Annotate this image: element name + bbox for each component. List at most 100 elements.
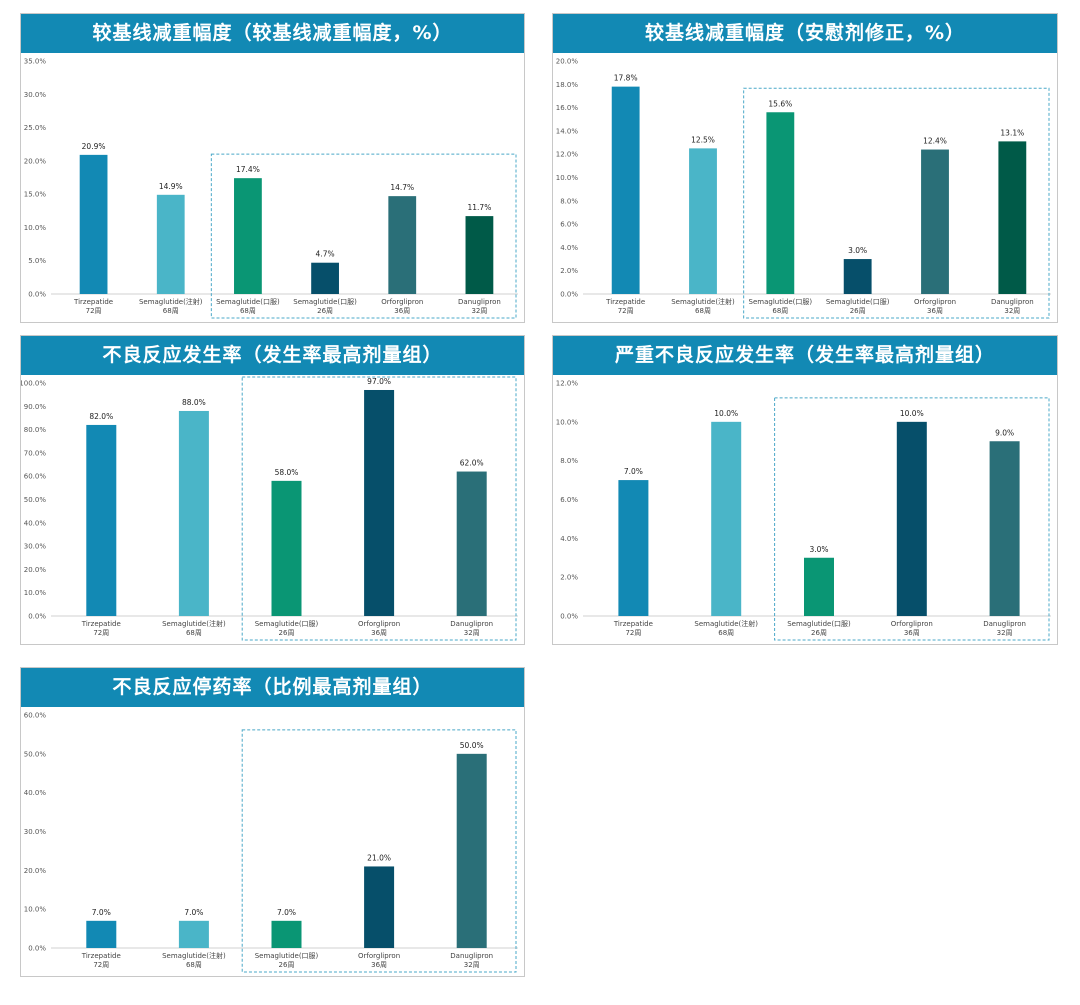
category-label: Danuglipron — [991, 298, 1034, 306]
category-duration-label: 32周 — [464, 629, 480, 637]
data-label: 17.8% — [614, 74, 638, 83]
data-label: 3.0% — [809, 545, 828, 554]
category-duration-label: 68周 — [186, 961, 202, 969]
y-tick-label: 14.0% — [556, 127, 579, 135]
category-label: Tirzepatide — [81, 952, 121, 960]
bar — [86, 920, 117, 948]
bar — [388, 196, 417, 294]
category-label: Semaglutide(口服) — [787, 620, 851, 628]
bar — [311, 262, 339, 294]
data-label: 9.0% — [995, 428, 1014, 437]
bar — [618, 480, 649, 616]
category-label: Danuglipron — [983, 620, 1026, 628]
chart-plot: 0.0% 10.0% 20.0% 30.0% 40.0% 50.0% 60.0% 7.0% Ti… — [24, 712, 518, 973]
y-tick-label: 30.0% — [24, 543, 47, 551]
y-tick-label: 25.0% — [24, 124, 47, 132]
y-tick-label: 20.0% — [556, 58, 579, 66]
chart-plot: 0.0% 2.0% 4.0% 6.0% 8.0% 10.0% 12.0% 14.0% 16.0%… — [556, 58, 1051, 319]
y-tick-label: 0.0% — [28, 945, 46, 953]
category-label: Orforglipron — [358, 620, 400, 628]
y-tick-label: 2.0% — [560, 574, 578, 582]
y-tick-label: 40.0% — [24, 789, 47, 797]
category-duration-label: 68周 — [186, 629, 202, 637]
category-label: Semaglutide(注射) — [671, 297, 735, 306]
category-label: Semaglutide(口服) — [293, 298, 357, 306]
y-tick-label: 50.0% — [24, 496, 47, 504]
category-label: Semaglutide(注射) — [694, 619, 758, 628]
y-tick-label: 20.0% — [24, 566, 47, 574]
data-label: 14.9% — [159, 182, 183, 191]
y-tick-label: 0.0% — [560, 291, 578, 299]
chart-panel-weight-loss-placebo-adjusted: 较基线减重幅度（安慰剂修正，%） 0.0% 2.0% 4.0% 6.0% 8.0% 10.… — [552, 13, 1058, 323]
category-duration-label: 32周 — [471, 307, 487, 315]
y-tick-label: 4.0% — [560, 244, 578, 252]
y-tick-label: 10.0% — [24, 224, 47, 232]
category-duration-label: 36周 — [927, 307, 943, 315]
y-tick-label: 10.0% — [24, 589, 47, 597]
y-tick-label: 0.0% — [28, 291, 46, 299]
chart-title: 不良反应停药率（比例最高剂量组） — [21, 668, 524, 707]
data-label: 13.1% — [1000, 128, 1024, 137]
highlight-box — [774, 397, 1050, 641]
y-tick-label: 15.0% — [24, 191, 47, 199]
y-tick-label: 20.0% — [24, 867, 47, 875]
category-duration-label: 32周 — [997, 629, 1013, 637]
chart-title: 不良反应发生率（发生率最高剂量组） — [21, 336, 524, 375]
category-duration-label: 26周 — [850, 307, 866, 315]
y-tick-label: 0.0% — [28, 613, 46, 621]
bar — [271, 480, 302, 616]
category-duration-label: 72周 — [86, 307, 102, 315]
bar — [456, 471, 487, 616]
category-duration-label: 32周 — [1004, 307, 1020, 315]
chart-panel-discontinuation-rate: 不良反应停药率（比例最高剂量组） 0.0% 10.0% 20.0% 30.0% 40.0… — [20, 667, 525, 977]
data-label: 15.6% — [768, 99, 792, 108]
category-label: Tirzepatide — [81, 620, 121, 628]
y-tick-label: 6.0% — [560, 221, 578, 229]
y-tick-label: 0.0% — [560, 613, 578, 621]
chart-title: 较基线减重幅度（较基线减重幅度，%） — [21, 14, 524, 53]
bar — [711, 421, 742, 616]
highlight-box — [210, 153, 517, 319]
category-duration-label: 68周 — [772, 307, 788, 315]
category-label: Orforglipron — [891, 620, 933, 628]
bar — [611, 86, 640, 294]
category-label: Danuglipron — [458, 298, 501, 306]
data-label: 10.0% — [714, 409, 738, 418]
bar — [86, 424, 117, 616]
category-label: Semaglutide(口服) — [826, 298, 890, 306]
bar — [456, 753, 487, 948]
y-tick-label: 35.0% — [24, 58, 47, 66]
y-tick-label: 2.0% — [560, 267, 578, 275]
y-tick-label: 8.0% — [560, 457, 578, 465]
data-label: 88.0% — [182, 398, 206, 407]
chart-panel-adverse-event-rate: 不良反应发生率（发生率最高剂量组） 0.0% 10.0% 20.0% 30.0% 40.… — [20, 335, 525, 645]
category-label: Danuglipron — [450, 952, 493, 960]
data-label: 7.0% — [92, 908, 111, 917]
y-tick-label: 6.0% — [560, 496, 578, 504]
y-tick-label: 30.0% — [24, 828, 47, 836]
category-duration-label: 36周 — [371, 629, 387, 637]
y-tick-label: 40.0% — [24, 519, 47, 527]
y-tick-label: 8.0% — [560, 197, 578, 205]
category-label: Semaglutide(注射) — [162, 951, 226, 960]
bar — [234, 178, 262, 294]
chart-panel-serious-adverse-event-rate: 严重不良反应发生率（发生率最高剂量组） 0.0% 2.0% 4.0% 6.0% 8.0%… — [552, 335, 1058, 645]
y-tick-label: 70.0% — [24, 449, 47, 457]
category-duration-label: 26周 — [811, 629, 827, 637]
y-tick-label: 80.0% — [24, 426, 47, 434]
category-duration-label: 36周 — [904, 629, 920, 637]
data-label: 7.0% — [624, 467, 643, 476]
bar — [364, 389, 395, 616]
category-duration-label: 36周 — [371, 961, 387, 969]
category-duration-label: 72周 — [625, 629, 641, 637]
category-label: Semaglutide(口服) — [255, 620, 319, 628]
category-label: Semaglutide(注射) — [162, 619, 226, 628]
category-duration-label: 26周 — [317, 307, 333, 315]
y-tick-label: 5.0% — [28, 257, 46, 265]
category-duration-label: 32周 — [464, 961, 480, 969]
chart-plot: 0.0% 5.0% 10.0% 15.0% 20.0% 25.0% 30.0% 35.0% 20… — [24, 58, 518, 319]
y-tick-label: 30.0% — [24, 91, 47, 99]
category-label: Semaglutide(口服) — [255, 952, 319, 960]
bar — [178, 920, 209, 948]
y-tick-label: 60.0% — [24, 712, 47, 720]
